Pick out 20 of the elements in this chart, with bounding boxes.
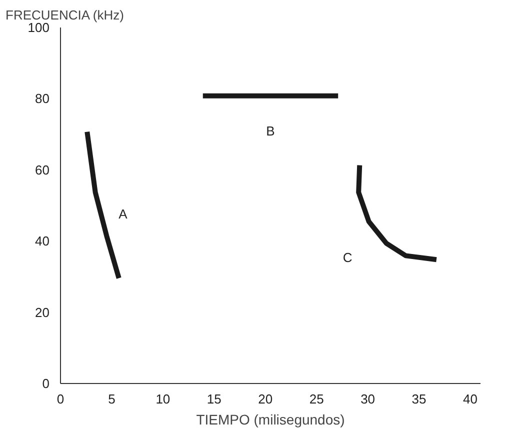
y-tick-label: 60 (35, 162, 50, 178)
x-tick-label: 30 (360, 392, 376, 406)
y-tick-label: 20 (35, 304, 50, 320)
x-tick-label: 40 (463, 392, 478, 406)
x-tick-label: 5 (108, 392, 116, 406)
text: B (266, 123, 275, 138)
y-tick-label: 0 (42, 376, 50, 391)
x-tick-label: 10 (156, 392, 170, 406)
x-tick-label: 35 (412, 392, 426, 406)
x-tick-label: 15 (206, 392, 222, 406)
x-tick-label: 25 (309, 392, 324, 406)
x-axis-title: TIEMPO (milisegundos) (196, 412, 345, 428)
series-label: A (118, 206, 128, 222)
text: C (342, 250, 352, 265)
x-tick-label: 20 (258, 392, 273, 406)
y-tick-label: 40 (35, 234, 50, 249)
y-tick-label: 80 (35, 91, 50, 106)
x-tick-label: 0 (56, 392, 64, 406)
y-axis-title: FRECUENCIA (kHz) (6, 8, 124, 22)
y-tick-label: 100 (28, 20, 50, 35)
